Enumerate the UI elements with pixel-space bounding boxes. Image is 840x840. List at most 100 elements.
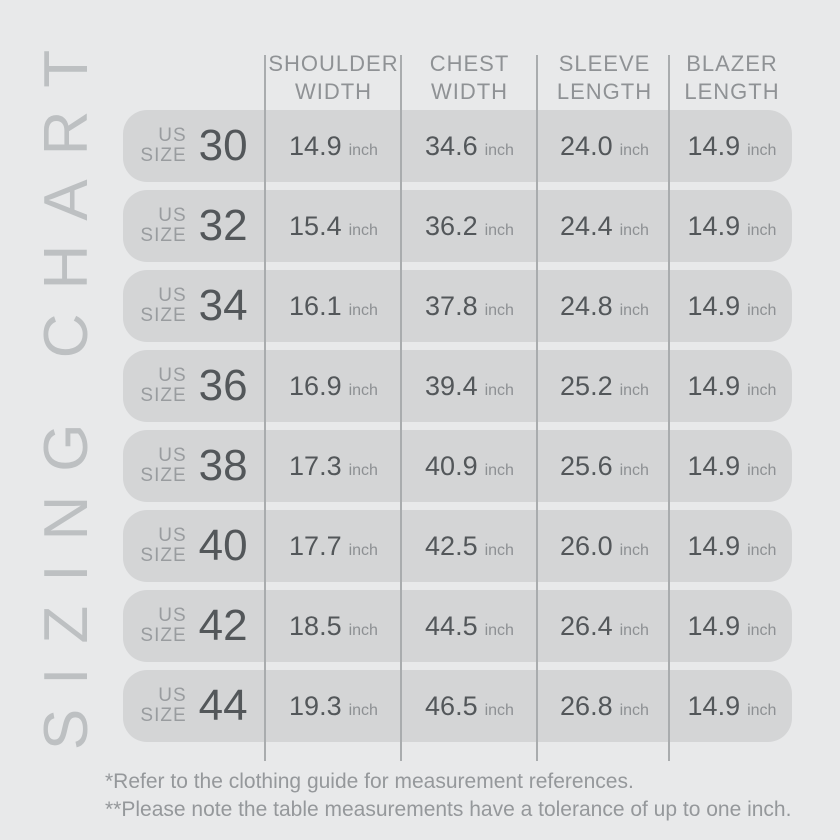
header-line: LENGTH — [684, 79, 780, 104]
unit-label: inch — [619, 461, 649, 479]
size-cell: US SIZE 42 — [123, 601, 265, 651]
chest-width-cell: 37.8 inch — [402, 291, 537, 322]
measurement-value: 24.0 — [560, 130, 613, 161]
sleeve-length-cell: 24.0 inch — [537, 131, 672, 162]
measurement-value: 46.5 — [425, 690, 478, 721]
us-label: US — [158, 525, 187, 546]
blazer-length-cell: 14.9 inch — [672, 371, 792, 402]
column-divider — [264, 55, 266, 761]
table-row-size-44: US SIZE 44 19.3 inch 46.5 inch 26.8 inch… — [123, 670, 792, 742]
unit-label: inch — [747, 461, 777, 479]
unit-label: inch — [484, 301, 514, 319]
column-divider — [536, 55, 538, 761]
blazer-length-cell: 14.9 inch — [672, 611, 792, 642]
header-shoulder-width: SHOULDER WIDTH — [265, 50, 402, 106]
us-label: US — [158, 365, 187, 386]
unit-label: inch — [348, 301, 378, 319]
size-value: 44 — [198, 681, 248, 730]
us-label: US — [158, 685, 187, 706]
header-blazer-length: BLAZER LENGTH — [672, 50, 792, 106]
unit-label: inch — [747, 381, 777, 399]
sleeve-length-cell: 25.6 inch — [537, 451, 672, 482]
sleeve-length-cell: 26.0 inch — [537, 531, 672, 562]
page-title: SIZING CHART — [31, 25, 101, 751]
us-label: US — [158, 125, 187, 146]
header-spacer — [123, 50, 265, 106]
measurement-value: 34.6 — [425, 130, 478, 161]
sleeve-length-cell: 26.8 inch — [537, 691, 672, 722]
unit-label: inch — [484, 621, 514, 639]
measurement-value: 14.9 — [687, 210, 741, 241]
footnote-1: *Refer to the clothing guide for measure… — [105, 770, 634, 793]
measurement-value: 17.3 — [289, 450, 342, 481]
measurement-value: 40.9 — [425, 450, 478, 481]
chest-width-cell: 36.2 inch — [402, 211, 537, 242]
chest-width-cell: 39.4 inch — [402, 371, 537, 402]
header-line: LENGTH — [556, 79, 653, 104]
unit-label: inch — [484, 381, 514, 399]
chest-width-cell: 34.6 inch — [402, 131, 537, 162]
unit-label: inch — [348, 621, 378, 639]
measurement-value: 37.8 — [425, 290, 478, 321]
us-label: US — [158, 605, 187, 626]
table-row-size-40: US SIZE 40 17.7 inch 42.5 inch 26.0 inch… — [123, 510, 792, 582]
column-divider — [668, 55, 670, 761]
size-value: 36 — [198, 361, 248, 410]
us-size-label: US SIZE — [140, 526, 186, 566]
measurement-value: 14.9 — [687, 290, 741, 321]
size-value: 40 — [198, 521, 248, 570]
unit-label: inch — [747, 541, 777, 559]
table-row-size-34: US SIZE 34 16.1 inch 37.8 inch 24.8 inch… — [123, 270, 792, 342]
sleeve-length-cell: 24.8 inch — [537, 291, 672, 322]
unit-label: inch — [619, 141, 649, 159]
table-row-size-38: US SIZE 38 17.3 inch 40.9 inch 25.6 inch… — [123, 430, 792, 502]
size-cell: US SIZE 44 — [123, 681, 265, 731]
us-label: US — [158, 285, 187, 306]
shoulder-width-cell: 16.1 inch — [265, 291, 402, 322]
us-size-label: US SIZE — [140, 206, 186, 246]
sleeve-length-cell: 26.4 inch — [537, 611, 672, 642]
footnotes: *Refer to the clothing guide for measure… — [105, 768, 791, 824]
unit-label: inch — [747, 701, 777, 719]
size-value: 30 — [198, 121, 248, 170]
measurement-value: 26.0 — [560, 530, 613, 561]
measurement-value: 39.4 — [425, 370, 478, 401]
measurement-value: 14.9 — [687, 450, 741, 481]
blazer-length-cell: 14.9 inch — [672, 531, 792, 562]
size-label: SIZE — [140, 385, 187, 406]
size-label: SIZE — [140, 305, 187, 326]
shoulder-width-cell: 15.4 inch — [265, 211, 402, 242]
measurement-value: 14.9 — [687, 610, 741, 641]
size-label: SIZE — [140, 705, 187, 726]
measurement-value: 14.9 — [687, 370, 741, 401]
size-value: 42 — [198, 601, 248, 650]
size-cell: US SIZE 38 — [123, 441, 265, 491]
unit-label: inch — [747, 301, 777, 319]
unit-label: inch — [619, 701, 649, 719]
us-size-label: US SIZE — [140, 606, 186, 646]
chest-width-cell: 40.9 inch — [402, 451, 537, 482]
blazer-length-cell: 14.9 inch — [672, 691, 792, 722]
measurement-value: 16.9 — [289, 370, 342, 401]
unit-label: inch — [619, 381, 649, 399]
sleeve-length-cell: 24.4 inch — [537, 211, 672, 242]
blazer-length-cell: 14.9 inch — [672, 211, 792, 242]
unit-label: inch — [747, 221, 777, 239]
measurement-value: 17.7 — [289, 530, 342, 561]
measurement-value: 15.4 — [289, 210, 342, 241]
blazer-length-cell: 14.9 inch — [672, 291, 792, 322]
measurement-value: 25.6 — [560, 450, 613, 481]
measurement-value: 26.4 — [560, 610, 613, 641]
chest-width-cell: 44.5 inch — [402, 611, 537, 642]
header-sleeve-length: SLEEVE LENGTH — [537, 50, 672, 106]
unit-label: inch — [348, 221, 378, 239]
measurement-value: 42.5 — [425, 530, 478, 561]
us-size-label: US SIZE — [140, 286, 186, 326]
size-cell: US SIZE 34 — [123, 281, 265, 331]
size-label: SIZE — [140, 625, 187, 646]
measurement-value: 19.3 — [289, 690, 342, 721]
us-label: US — [158, 445, 187, 466]
footnote-2: **Please note the table measurements hav… — [105, 798, 792, 821]
table-body: US SIZE 30 14.9 inch 34.6 inch 24.0 inch… — [123, 110, 792, 750]
header-line: SHOULDER — [268, 51, 399, 76]
